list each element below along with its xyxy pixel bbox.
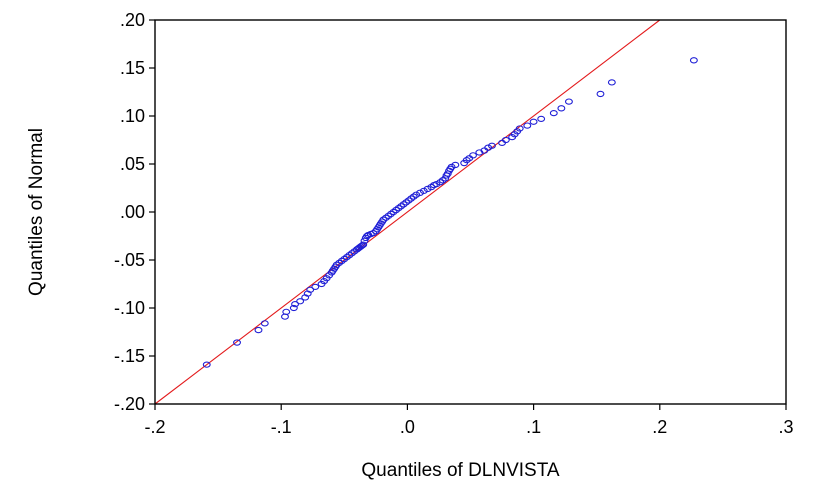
- data-point: [260, 320, 269, 327]
- data-point: [359, 241, 368, 248]
- y-tick-label: -.15: [114, 346, 145, 366]
- x-tick-label: .2: [652, 417, 667, 437]
- data-point: [356, 243, 365, 250]
- data-point: [289, 304, 298, 312]
- data-point: [347, 250, 356, 257]
- y-tick-label: .15: [120, 58, 145, 78]
- y-tick-label: .10: [120, 106, 145, 126]
- data-point: [369, 229, 378, 237]
- data-point: [397, 203, 406, 210]
- data-point: [254, 326, 263, 334]
- data-point: [381, 214, 390, 221]
- data-point: [202, 361, 211, 368]
- data-point: [607, 79, 616, 86]
- data-point: [436, 179, 445, 186]
- data-point: [399, 201, 408, 208]
- data-point: [469, 152, 477, 159]
- data-point: [451, 161, 460, 169]
- data-point: [529, 118, 538, 125]
- y-tick-label: .05: [120, 154, 145, 174]
- data-point: [402, 199, 411, 206]
- data-point: [438, 177, 447, 184]
- data-point: [389, 208, 398, 216]
- y-tick-label: -.10: [114, 298, 145, 318]
- data-point: [335, 259, 344, 267]
- data-point: [379, 216, 388, 223]
- x-tick-label: .1: [526, 417, 541, 437]
- data-point: [337, 257, 346, 265]
- axis-tick-labels: -.2 -.1 .0 .1 .2 .3 -.20 -.15 -.10 -.05 .00 .05 .10.…: [114, 10, 794, 437]
- data-point: [296, 298, 305, 305]
- data-point: [311, 283, 320, 291]
- x-tick-label: .3: [778, 417, 793, 437]
- x-axis-title: Quantiles of DLNVISTA: [361, 460, 560, 481]
- data-point: [384, 212, 393, 219]
- data-point: [523, 122, 532, 129]
- data-point: [515, 125, 524, 132]
- data-point: [501, 136, 510, 144]
- data-point: [345, 252, 354, 259]
- data-point: [409, 193, 418, 200]
- data-point: [549, 109, 558, 117]
- data-point: [404, 197, 413, 204]
- y-tick-label: -.05: [114, 250, 145, 270]
- data-point: [462, 157, 471, 164]
- y-axis-title: Quantiles of Normal: [26, 128, 47, 296]
- data-point: [392, 206, 400, 214]
- y-tick-label: -.20: [114, 394, 145, 414]
- data-point: [596, 90, 605, 98]
- data-point: [488, 142, 496, 149]
- plot-frame: [154, 19, 787, 405]
- reference-line-layer: [154, 19, 661, 405]
- x-tick-label: -.2: [144, 417, 165, 437]
- data-point: [394, 205, 403, 212]
- axis-ticks: [149, 19, 787, 410]
- data-point: [557, 105, 566, 112]
- x-tick-label: -.1: [271, 417, 292, 437]
- data-point: [537, 115, 546, 123]
- data-point: [407, 195, 416, 202]
- data-point: [342, 253, 351, 261]
- x-tick-label: .0: [400, 417, 415, 437]
- data-point: [282, 308, 291, 315]
- data-point: [387, 210, 395, 218]
- data-point: [564, 98, 573, 105]
- reference-line: [154, 19, 661, 405]
- y-tick-label: .00: [120, 202, 145, 222]
- data-point: [332, 261, 341, 268]
- y-tick-label: .20: [120, 10, 145, 30]
- data-points: [202, 57, 698, 368]
- data-point: [340, 255, 349, 263]
- data-point: [689, 57, 698, 64]
- data-point: [233, 339, 241, 346]
